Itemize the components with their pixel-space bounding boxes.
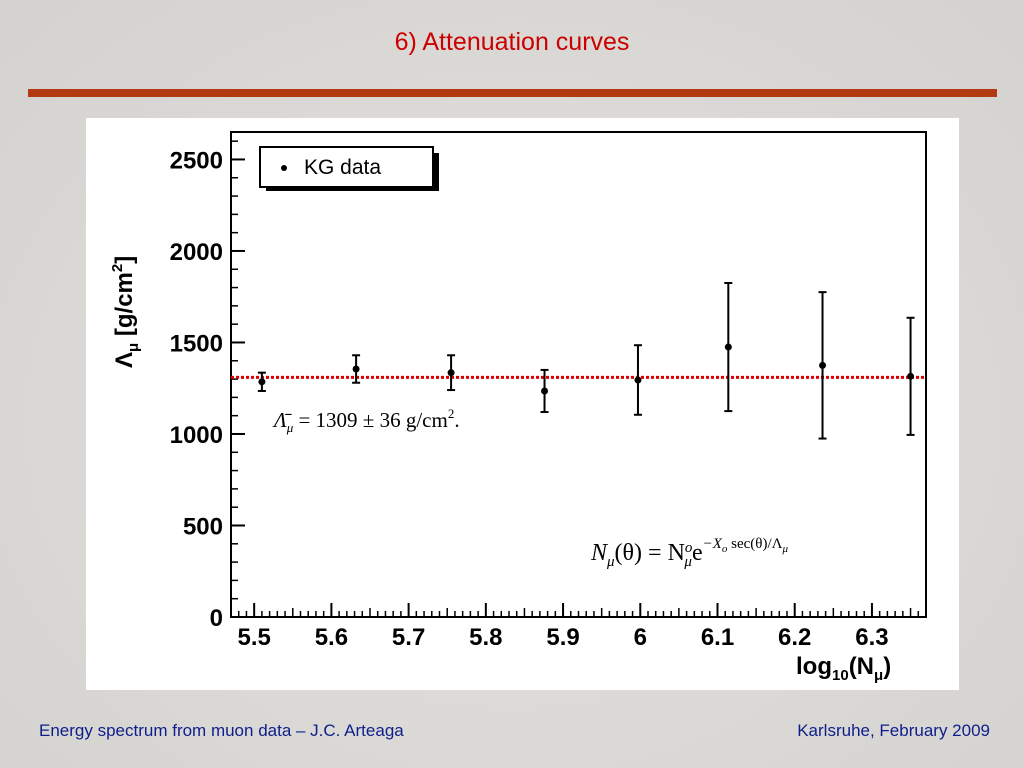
footer-left: Energy spectrum from muon data – J.C. Ar…: [39, 721, 404, 740]
data-point: [818, 291, 827, 440]
point-marker: [724, 343, 732, 351]
data-point: [352, 354, 361, 384]
point-marker: [258, 378, 266, 386]
point-marker: [634, 376, 642, 384]
point-marker: [447, 369, 455, 377]
fit-annotation: Λ̄μ = 1309 ± 36 g/cm2.: [272, 406, 460, 435]
y-tick-label: 1500: [170, 330, 223, 357]
x-tick-labels: 5.5 5.6 5.7 5.8 5.9 6 6.1 6.2 6.3: [237, 624, 888, 651]
x-tick-label: 5.9: [546, 624, 579, 651]
data-point: [633, 344, 642, 416]
data-point: [257, 371, 266, 392]
attenuation-chart: 5.5 5.6 5.7 5.8 5.9 6 6.1 6.2 6.3 0 500 1000 1500 20…: [109, 131, 927, 684]
footer-right: Karlsruhe, February 2009: [797, 721, 990, 740]
x-tick-label: 6: [634, 624, 647, 651]
data-point: [540, 368, 549, 414]
title-divider: [28, 89, 997, 97]
data-points: [257, 281, 915, 440]
point-marker: [352, 365, 360, 373]
x-tick-label: 6.3: [855, 624, 888, 651]
y-tick-label: 2500: [170, 147, 223, 174]
y-tick-label: 1000: [170, 422, 223, 449]
slide-title: 6) Attenuation curves: [394, 28, 630, 56]
y-tick-label: 0: [210, 605, 223, 632]
chart-figure: 5.5 5.6 5.7 5.8 5.9 6 6.1 6.2 6.3 0 500 1000 1500 20…: [86, 118, 959, 690]
x-tick-label: 5.8: [469, 624, 502, 651]
point-marker: [541, 387, 549, 395]
legend-label: KG data: [304, 156, 381, 179]
y-tick-label: 500: [183, 513, 223, 540]
point-marker: [907, 372, 915, 380]
formula-annotation: Nμ(θ) = No μe−Xo sec(θ)/Λμ: [590, 536, 789, 570]
x-axis-label: log10(Nμ): [796, 653, 891, 684]
legend-marker: [281, 165, 287, 171]
data-point: [906, 316, 915, 436]
point-marker: [819, 361, 827, 369]
x-tick-label: 6.2: [778, 624, 811, 651]
x-tick-label: 6.1: [701, 624, 734, 651]
legend-box: [259, 146, 434, 188]
y-tick-labels: 0 500 1000 1500 2000 2500: [170, 147, 223, 632]
y-tick-label: 2000: [170, 239, 223, 266]
x-tick-label: 5.7: [392, 624, 425, 651]
data-point: [724, 281, 733, 413]
axis-ticks: [230, 140, 927, 618]
y-axis-label: Λμ [g/cm2]: [109, 256, 142, 368]
x-tick-label: 5.6: [315, 624, 348, 651]
x-tick-label: 5.5: [237, 624, 270, 651]
data-point: [447, 354, 456, 392]
